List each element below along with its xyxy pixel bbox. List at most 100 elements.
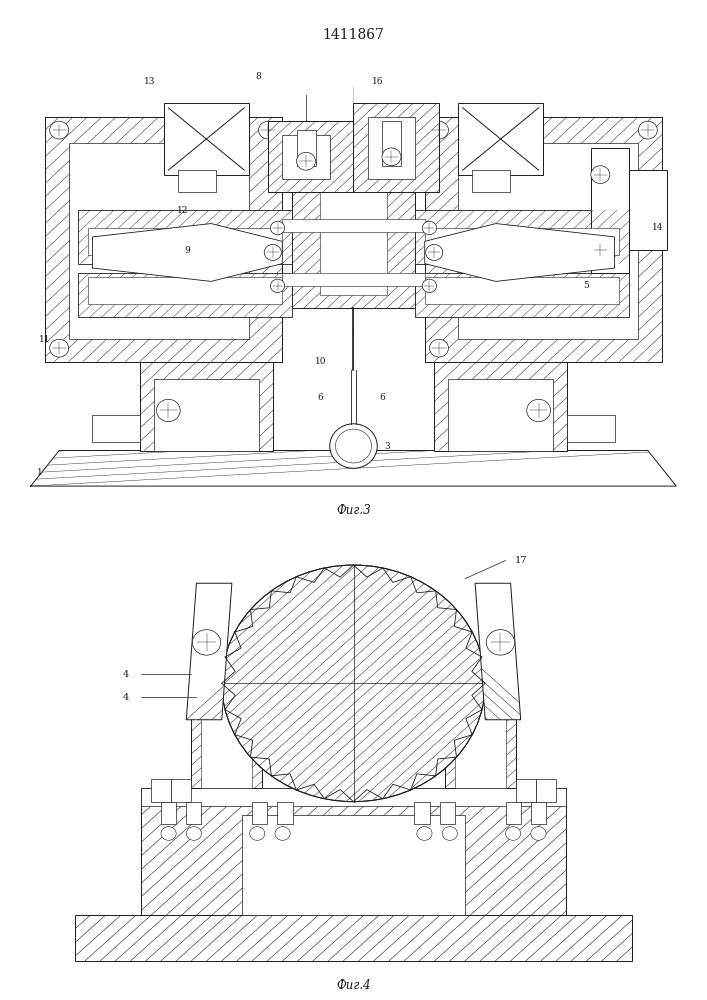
Polygon shape [30, 450, 677, 486]
Text: 11: 11 [39, 335, 51, 344]
Text: 5: 5 [583, 281, 589, 290]
Text: 6: 6 [317, 393, 323, 402]
Bar [252, 802, 267, 824]
Bar [440, 802, 455, 824]
Bar [434, 361, 567, 450]
Polygon shape [475, 583, 520, 720]
Bar [292, 130, 415, 308]
Bar [472, 170, 510, 192]
Circle shape [426, 244, 443, 260]
Circle shape [329, 424, 378, 468]
Text: 3: 3 [384, 442, 390, 451]
Text: Фиг.4: Фиг.4 [337, 979, 370, 992]
Circle shape [161, 827, 176, 840]
Bar [78, 210, 292, 264]
Bar [282, 272, 425, 286]
Bar [515, 779, 536, 802]
Bar [506, 802, 520, 824]
Circle shape [591, 241, 610, 259]
Bar [567, 415, 614, 442]
Circle shape [156, 399, 180, 422]
Circle shape [259, 121, 278, 139]
Circle shape [442, 827, 457, 840]
Circle shape [49, 339, 69, 357]
Circle shape [382, 148, 401, 166]
Bar [201, 674, 252, 788]
Bar [141, 788, 566, 806]
Circle shape [348, 441, 359, 451]
Bar [178, 170, 216, 192]
Bar [242, 815, 465, 915]
Circle shape [417, 827, 432, 840]
Text: 10: 10 [315, 357, 326, 366]
Text: 1: 1 [37, 468, 43, 477]
Text: 4: 4 [122, 670, 129, 679]
Bar [445, 674, 515, 788]
Bar [414, 802, 430, 824]
Polygon shape [187, 583, 232, 720]
Bar [45, 117, 282, 361]
Text: 9: 9 [185, 246, 190, 255]
Bar [277, 802, 293, 824]
Bar [151, 779, 171, 802]
Circle shape [422, 221, 436, 235]
Text: 12: 12 [177, 206, 188, 215]
Bar [88, 228, 282, 255]
Bar [629, 170, 667, 250]
Bar [382, 121, 401, 166]
Circle shape [429, 339, 448, 357]
Circle shape [429, 121, 448, 139]
Bar [171, 779, 192, 802]
Text: 17: 17 [515, 556, 527, 565]
Bar [368, 117, 415, 179]
Bar [425, 228, 619, 255]
Circle shape [296, 152, 315, 170]
Bar [161, 802, 176, 824]
Bar [415, 210, 629, 264]
Bar [448, 379, 553, 450]
Bar [458, 143, 638, 339]
Bar [320, 143, 387, 295]
Bar [458, 103, 544, 175]
Circle shape [192, 630, 221, 655]
Bar [69, 143, 249, 339]
Circle shape [49, 121, 69, 139]
Circle shape [270, 279, 285, 293]
Bar [154, 379, 259, 450]
Bar [163, 103, 249, 175]
Text: 14: 14 [652, 224, 663, 232]
Polygon shape [425, 224, 614, 281]
Circle shape [222, 565, 485, 802]
Circle shape [527, 399, 551, 422]
Circle shape [264, 244, 281, 260]
Text: 13: 13 [144, 77, 155, 86]
Bar [425, 117, 662, 361]
Bar [268, 121, 354, 192]
Bar [75, 915, 632, 961]
Circle shape [341, 435, 366, 457]
Polygon shape [93, 224, 282, 281]
Circle shape [591, 166, 610, 183]
Bar [415, 272, 629, 317]
Bar [187, 802, 201, 824]
Circle shape [335, 429, 372, 463]
Text: 8: 8 [256, 72, 262, 81]
Bar [296, 130, 315, 166]
Bar [93, 415, 140, 442]
Bar [591, 148, 629, 272]
Circle shape [506, 827, 520, 840]
Circle shape [531, 827, 546, 840]
Bar [141, 788, 566, 915]
Circle shape [187, 827, 201, 840]
Bar [282, 135, 329, 179]
Bar [88, 277, 282, 304]
Circle shape [422, 279, 436, 293]
Bar [282, 219, 425, 232]
Text: 16: 16 [371, 77, 383, 86]
Text: 4: 4 [122, 692, 129, 702]
Bar [78, 272, 292, 317]
Text: Фиг.3: Фиг.3 [337, 504, 370, 517]
Circle shape [275, 827, 290, 840]
Circle shape [638, 121, 658, 139]
Text: 6: 6 [379, 393, 385, 402]
